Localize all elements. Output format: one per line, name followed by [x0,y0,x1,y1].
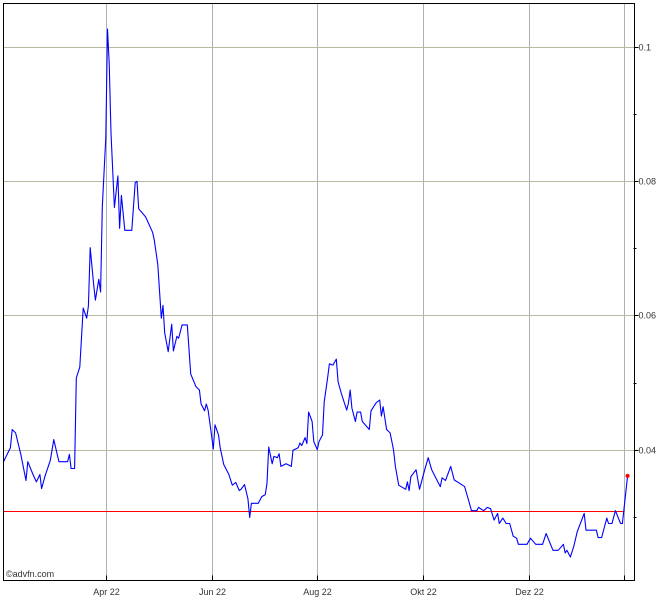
last-price-marker [625,473,630,478]
x-tick-label: Okt 22 [410,587,437,597]
plot-frame [3,3,635,581]
x-tick-label: Dez 22 [515,587,544,597]
y-tick-label: 0.08 [639,177,657,187]
y-axis: 0.1 0.08 0.06 0.04 [633,43,657,518]
y-tick-label: 0.04 [639,446,657,456]
y-tick-label: 0.1 [639,43,652,53]
x-tick-label: Aug 22 [303,587,332,597]
price-line [3,28,629,558]
series-group [3,28,630,558]
y-tick-label: 0.06 [639,311,657,321]
x-tick-label: Apr 22 [93,587,120,597]
x-axis: Apr 22 Jun 22 Aug 22 Okt 22 Dez 22 [93,575,625,597]
grid [3,3,635,581]
advfn-credit: ©advfn.com [6,569,55,579]
x-tick-label: Jun 22 [199,587,226,597]
